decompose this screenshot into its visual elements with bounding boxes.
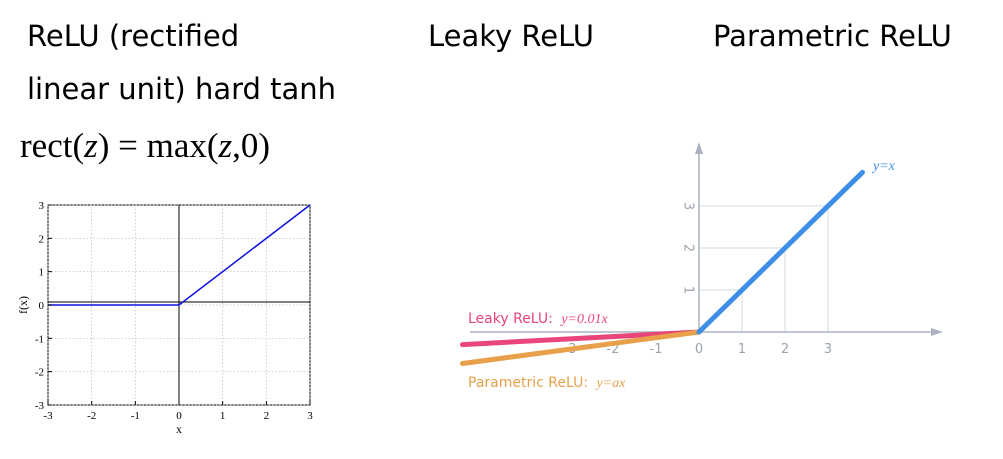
relu-x-tick-label: 2 [264, 410, 270, 422]
relu-y-tick-label: 1 [39, 267, 45, 279]
param-label: Parametric ReLU: y=ax [468, 374, 626, 391]
relu-title-line1: ReLU (rectified [27, 19, 240, 53]
parametric-relu-line [460, 329, 702, 366]
right-y-tick-label: 2 [681, 244, 696, 252]
relu-title-line2: linear unit) hard tanh [27, 72, 337, 106]
right-x-axis-arrow-icon [931, 328, 943, 336]
right-x-tick-label: 2 [781, 342, 789, 357]
right-x-tick-label: 3 [824, 342, 832, 357]
relu-y-tick-label: -1 [35, 333, 44, 345]
right-x-tick-label: 0 [695, 342, 703, 357]
relu-curve [48, 204, 311, 306]
relu-plot: -3 -2 -1 0 1 2 3 3 2 1 0 -1 -2 -3 x f(x) [16, 200, 313, 436]
formula-rect: rect( [20, 126, 85, 165]
right-y-ticks: 1 2 3 [681, 202, 696, 294]
relu-y-tick-label: 2 [39, 233, 45, 245]
right-plot-grid [699, 205, 829, 332]
relu-xlabel: x [176, 422, 182, 436]
param-label-eq: y=ax [595, 376, 627, 391]
right-y-tick-label: 1 [681, 286, 696, 294]
yx-label: y=x [871, 159, 896, 174]
relu-x-tick-label: 3 [307, 410, 313, 422]
right-x-tick-label: 1 [738, 342, 746, 357]
relu-formula: rect(z) = max(z,0) [20, 126, 270, 166]
relu-x-tick-label: 0 [176, 410, 182, 422]
formula-eq: ) = max( [97, 126, 219, 165]
relu-x-ticks: -3 -2 -1 0 1 2 3 [43, 401, 313, 422]
parametric-relu-title: Parametric ReLU [713, 19, 952, 53]
formula-z1: z [84, 126, 98, 165]
relu-x-tick-label: -2 [87, 410, 96, 422]
relu-ylabel: f(x) [16, 296, 30, 314]
param-label-name: Parametric ReLU: [468, 375, 588, 391]
leaky-relu-line [460, 329, 702, 348]
right-y-axis-arrow-icon [695, 142, 703, 154]
leaky-relu-title: Leaky ReLU [428, 19, 595, 53]
leaky-label: Leaky ReLU: y=0.01x [468, 310, 608, 327]
relu-y-tick-label: -3 [35, 400, 45, 412]
right-x-tick-label: -1 [650, 342, 663, 357]
right-y-tick-label: 3 [681, 202, 696, 210]
formula-tail: ,0) [232, 126, 271, 165]
relu-y-tick-label: 3 [39, 200, 45, 212]
relu-y-tick-label: 0 [39, 300, 45, 312]
relu-y-tick-label: -2 [35, 367, 44, 379]
relu-x-tick-label: -3 [43, 410, 53, 422]
formula-z2: z [218, 126, 233, 165]
relu-x-tick-label: -1 [131, 410, 140, 422]
leaky-label-name: Leaky ReLU: [468, 311, 553, 327]
leaky-label-eq: y=0.01x [559, 312, 608, 327]
relu-line [696, 169, 865, 335]
relu-x-tick-label: 1 [220, 410, 226, 422]
relu-y-ticks: 3 2 1 0 -1 -2 -3 [35, 200, 52, 412]
